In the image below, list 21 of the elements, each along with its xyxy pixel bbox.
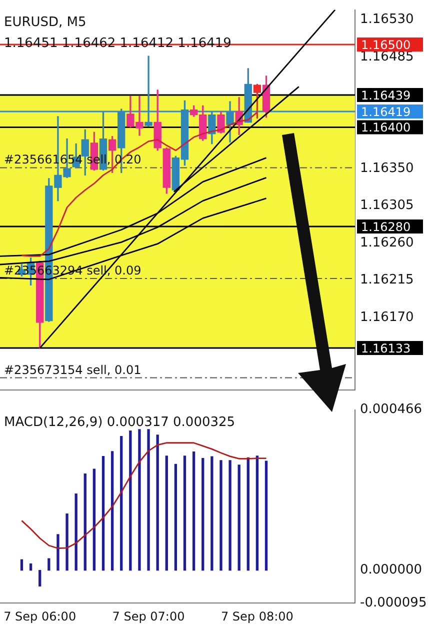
x-tick-label: 7 Sep 07:00 [112, 609, 185, 624]
y-tick-label: 1.16170 [360, 310, 414, 325]
y-tick-label: 1.16260 [360, 235, 414, 250]
y-tick-label: 1.16305 [360, 198, 414, 214]
ref-line-label: 1.16419 [361, 105, 411, 120]
y-tick-label: 1.16350 [360, 160, 414, 176]
chart-title: MACD(12,26,9) 0.000317 0.000325 [4, 414, 236, 430]
y-tick-label: 0.000000 [360, 562, 422, 578]
ref-line-label: 1.16133 [361, 342, 411, 356]
y-tick-label: -0.000095 [360, 595, 427, 610]
ref-line-label: #235673154 sell, 0.01 [4, 362, 142, 377]
ref-line-label: 1.16500 [361, 38, 411, 52]
y-tick-label: 0.000466 [360, 402, 422, 418]
ref-line-label: 1.16400 [361, 120, 411, 135]
chart-title: EURUSD, M5 [4, 14, 86, 30]
x-tick-label: 7 Sep 06:00 [4, 609, 76, 624]
y-tick-label: 1.16530 [360, 12, 414, 28]
y-tick-label: 1.16215 [360, 272, 414, 288]
ref-line-label: 1.16439 [361, 88, 411, 102]
x-tick-label: 7 Sep 08:00 [220, 609, 294, 624]
ref-line-label: 1.16280 [361, 220, 411, 234]
